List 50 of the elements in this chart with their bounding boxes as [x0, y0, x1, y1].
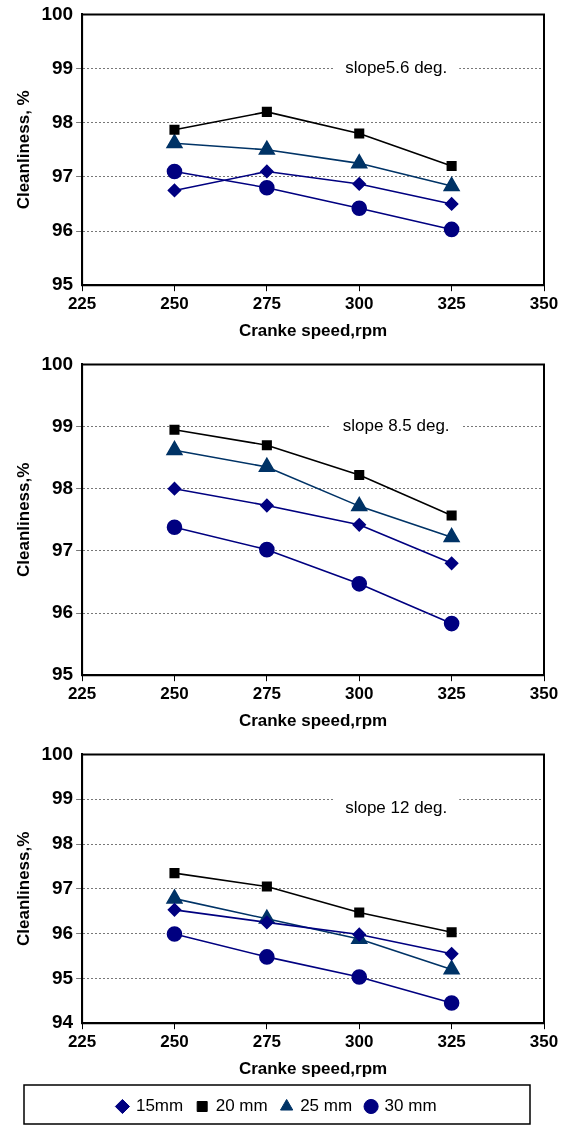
x-axis-title: Cranke speed,rpm	[238, 1059, 388, 1079]
legend-label: 25 mm	[300, 1096, 353, 1116]
y-axis-title: Cleanliness,%	[13, 462, 33, 577]
x-tick-label: 350	[529, 684, 559, 704]
y-tick-label: 95	[51, 663, 74, 685]
y-tick-label: 98	[51, 476, 74, 498]
x-tick-label: 250	[160, 294, 189, 314]
annotation: slope 12 deg.	[345, 797, 448, 817]
x-tick-label: 225	[67, 294, 97, 314]
y-tick-label: 97	[51, 539, 74, 561]
y-tick-label: 96	[51, 921, 74, 943]
annotation: slope 8.5 deg.	[342, 416, 450, 436]
y-tick-label: 98	[51, 110, 74, 132]
x-tick-label: 350	[529, 1032, 559, 1052]
y-axis-title: Cleanliness, %	[13, 90, 33, 210]
y-axis-title: Cleanliness,%	[13, 831, 33, 946]
y-tick-label: 98	[51, 832, 74, 854]
x-tick-label: 325	[437, 1032, 466, 1052]
legend-label: 30 mm	[384, 1096, 437, 1116]
x-tick-label: 325	[437, 294, 466, 314]
x-tick-label: 325	[437, 684, 466, 704]
x-axis-title: Cranke speed,rpm	[238, 711, 388, 731]
x-tick-label: 275	[252, 294, 282, 314]
y-tick-label: 97	[51, 877, 74, 899]
y-tick-label: 100	[41, 742, 74, 764]
x-tick-label: 275	[252, 1032, 282, 1052]
y-tick-label: 99	[51, 56, 74, 78]
y-tick-label: 99	[51, 787, 74, 809]
x-tick-label: 225	[67, 1032, 97, 1052]
legend-label: 20 mm	[215, 1096, 268, 1116]
y-tick-label: 97	[51, 165, 74, 187]
x-tick-label: 225	[67, 684, 97, 704]
legend-label: 15mm	[135, 1096, 184, 1116]
y-tick-label: 96	[51, 219, 74, 241]
y-tick-label: 96	[51, 601, 74, 623]
y-tick-label: 100	[41, 352, 74, 374]
x-tick-label: 275	[252, 684, 282, 704]
x-tick-label: 350	[529, 294, 559, 314]
x-tick-label: 250	[160, 1032, 189, 1052]
x-tick-label: 300	[345, 1032, 374, 1052]
x-tick-label: 300	[345, 294, 374, 314]
y-tick-label: 94	[51, 1011, 74, 1033]
annotation: slope5.6 deg.	[345, 58, 448, 78]
y-tick-label: 100	[41, 2, 74, 24]
y-tick-label: 95	[51, 273, 74, 295]
y-tick-label: 99	[51, 414, 74, 436]
x-axis-title: Cranke speed,rpm	[238, 321, 388, 341]
x-tick-label: 300	[345, 684, 374, 704]
x-tick-label: 250	[160, 684, 189, 704]
y-tick-label: 95	[51, 966, 74, 988]
